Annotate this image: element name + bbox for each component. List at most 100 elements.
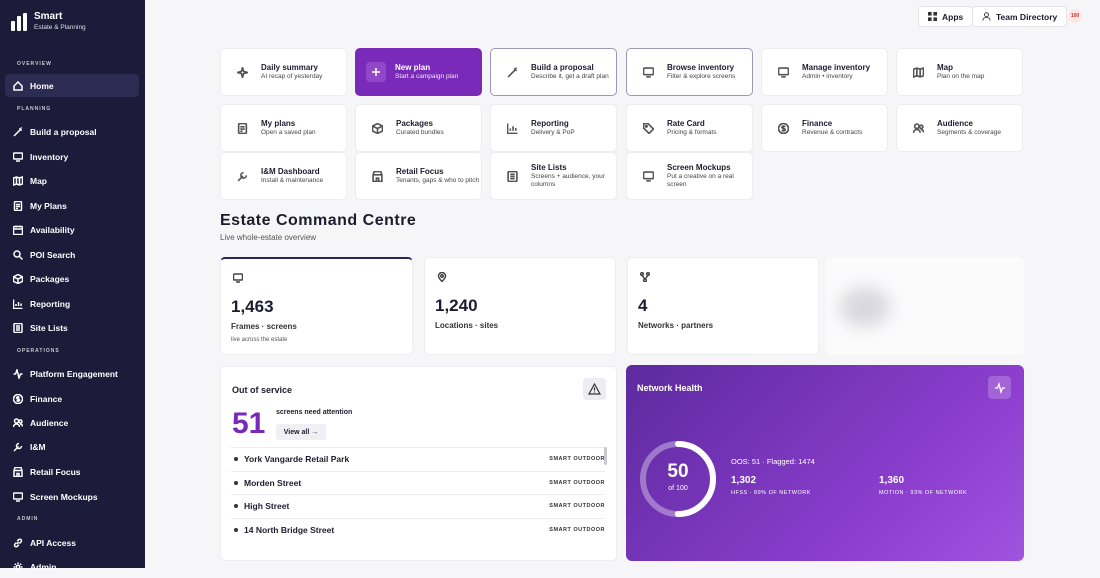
tile-map[interactable]: Map Plan on the map	[896, 48, 1023, 96]
stat-locations[interactable]: 1,240 Locations · sites	[424, 257, 616, 355]
stat-frames[interactable]: 1,463 Frames · screens live across the e…	[220, 257, 413, 355]
tile-reporting[interactable]: Reporting Delivery & PoP	[490, 104, 617, 152]
sidebar-item-label: Finance	[30, 393, 63, 404]
sidebar-item-label: Inventory	[30, 151, 69, 162]
logo-icon	[11, 12, 28, 31]
tile-rate-card[interactable]: Rate Card Pricing & formats	[626, 104, 753, 152]
status-dot	[234, 457, 238, 461]
tile-subtitle: Install & maintenance	[261, 176, 324, 184]
tile-screen-mockups[interactable]: Screen Mockups Put a creative on a real s…	[626, 152, 753, 200]
scrollbar[interactable]	[604, 447, 607, 465]
status-dot	[234, 504, 238, 508]
monitor-icon	[13, 151, 23, 162]
out-of-service-panel: Out of service 51 screens need attention…	[220, 366, 617, 561]
tile-i-m-dashboard[interactable]: I&M Dashboard Install & maintenance	[220, 152, 347, 200]
sidebar-item-availability[interactable]: Availability	[5, 218, 139, 241]
brand-logo[interactable]: Smart Estate & Planning	[11, 11, 86, 32]
sidebar-item-i-m[interactable]: I&M	[5, 435, 139, 458]
dollar-icon	[13, 393, 23, 404]
sidebar-item-finance[interactable]: Finance	[5, 387, 139, 410]
sidebar-item-label: Packages	[30, 273, 70, 284]
oos-count: 51	[232, 407, 266, 440]
tile-title: Manage inventory	[802, 62, 871, 72]
sidebar-item-home[interactable]: Home	[5, 74, 139, 97]
page-title: Estate Command Centre	[220, 212, 417, 229]
activity-button[interactable]	[988, 376, 1011, 399]
pin-icon	[437, 272, 447, 282]
tile-subtitle: Plan on the map	[937, 72, 985, 80]
tile-subtitle: Start a campaign plan	[395, 72, 459, 80]
wrench-icon	[13, 442, 23, 452]
health-score-ring	[640, 441, 716, 517]
monitor-icon	[643, 170, 654, 182]
tile-subtitle: Curated bundles	[396, 128, 444, 136]
section-overview: OVERVIEW	[17, 61, 52, 67]
tile-build-a-proposal[interactable]: Build a proposal Describe it, get a draft…	[490, 48, 617, 96]
wrench-icon	[237, 171, 248, 181]
tile-title: New plan	[395, 62, 431, 72]
plus-icon	[372, 68, 380, 76]
tile-site-lists[interactable]: Site Lists Screens + audience, your colum…	[490, 152, 617, 200]
tile-retail-focus[interactable]: Retail Focus Tenants, gaps & who to pitch	[355, 152, 482, 200]
stat-frames-label: Frames · screens	[231, 322, 297, 331]
sparkle-icon	[237, 66, 248, 78]
metric-motion-label: MOTION · 93% OF NETWORK	[879, 490, 968, 496]
network-tag: SMART OUTDOOR	[549, 456, 605, 462]
tile-my-plans[interactable]: My plans Open a saved plan	[220, 104, 347, 152]
sidebar-item-label: Availability	[30, 224, 75, 235]
warning-icon	[588, 383, 601, 395]
sidebar-item-label: Retail Focus	[30, 466, 81, 477]
section-admin: ADMIN	[17, 516, 39, 522]
tile-title: Finance	[802, 118, 833, 128]
oos-title: Out of service	[232, 385, 293, 395]
sidebar-item-reporting[interactable]: Reporting	[5, 292, 139, 315]
chart-icon	[507, 123, 518, 134]
section-planning: PLANNING	[17, 106, 52, 112]
sidebar-item-inventory[interactable]: Inventory	[5, 145, 139, 168]
tile-subtitle: Describe it, get a draft plan	[531, 72, 609, 80]
tile-finance[interactable]: Finance Revenue & contracts	[761, 104, 888, 152]
sidebar-item-site-lists[interactable]: Site Lists	[5, 316, 139, 339]
tile-subtitle: AI recap of yesterday	[261, 72, 323, 80]
tile-subtitle: Pricing & formats	[667, 128, 717, 136]
sidebar-item-my-plans[interactable]: My Plans	[5, 194, 139, 217]
tile-daily-summary[interactable]: Daily summary AI recap of yesterday	[220, 48, 347, 96]
sidebar-item-build-a-proposal[interactable]: Build a proposal	[5, 120, 139, 143]
notification-badge[interactable]: 100	[1068, 9, 1082, 23]
sidebar-item-poi-search[interactable]: POI Search	[5, 243, 139, 266]
tile-audience[interactable]: Audience Segments & coverage	[896, 104, 1023, 152]
sidebar-item-label: Platform Engagement	[30, 368, 118, 379]
sidebar-item-label: Home	[30, 80, 54, 91]
sidebar-item-screen-mockups[interactable]: Screen Mockups	[5, 485, 139, 508]
tile-browse-inventory[interactable]: Browse inventory Filter & explore screens	[626, 48, 753, 96]
table-row[interactable]: High Street SMART OUTDOOR	[231, 494, 605, 517]
list-icon	[13, 322, 23, 333]
tile-new-plan[interactable]: New plan Start a campaign plan	[355, 48, 482, 96]
sidebar-item-audience[interactable]: Audience	[5, 411, 139, 434]
metric-hfss-value: 1,302	[731, 475, 757, 486]
sidebar-item-retail-focus[interactable]: Retail Focus	[5, 460, 139, 483]
table-row[interactable]: Morden Street SMART OUTDOOR	[231, 470, 605, 494]
tag-icon	[643, 122, 654, 134]
view-all-button[interactable]: View all →	[276, 424, 326, 440]
page-subtitle: Live whole-estate overview	[220, 233, 317, 242]
tile-packages[interactable]: Packages Curated bundles	[355, 104, 482, 152]
team-directory-button[interactable]: Team Directory	[972, 6, 1068, 27]
sidebar-item-label: API Access	[30, 537, 76, 548]
monitor-icon	[233, 273, 243, 283]
sidebar-item-map[interactable]: Map	[5, 169, 139, 192]
tile-manage-inventory[interactable]: Manage inventory Admin • inventory	[761, 48, 888, 96]
sidebar-item-label: Map	[30, 175, 47, 186]
sidebar-item-packages[interactable]: Packages	[5, 267, 139, 290]
sidebar-item-admin[interactable]: Admin	[5, 555, 139, 578]
apps-button[interactable]: Apps	[918, 6, 974, 27]
tile-subtitle: Admin • inventory	[802, 72, 853, 80]
table-row[interactable]: York Vangarde Retail Park SMART OUTDOOR	[231, 447, 605, 470]
sidebar-item-platform-engagement[interactable]: Platform Engagement	[5, 362, 139, 385]
warning-button[interactable]	[583, 378, 606, 400]
sidebar-item-api-access[interactable]: API Access	[5, 531, 139, 554]
status-dot	[234, 527, 238, 532]
stat-networks[interactable]: 4 Networks · partners	[627, 257, 819, 355]
status-dot	[234, 480, 238, 485]
table-row[interactable]: 14 North Bridge Street SMART OUTDOOR	[231, 517, 605, 541]
